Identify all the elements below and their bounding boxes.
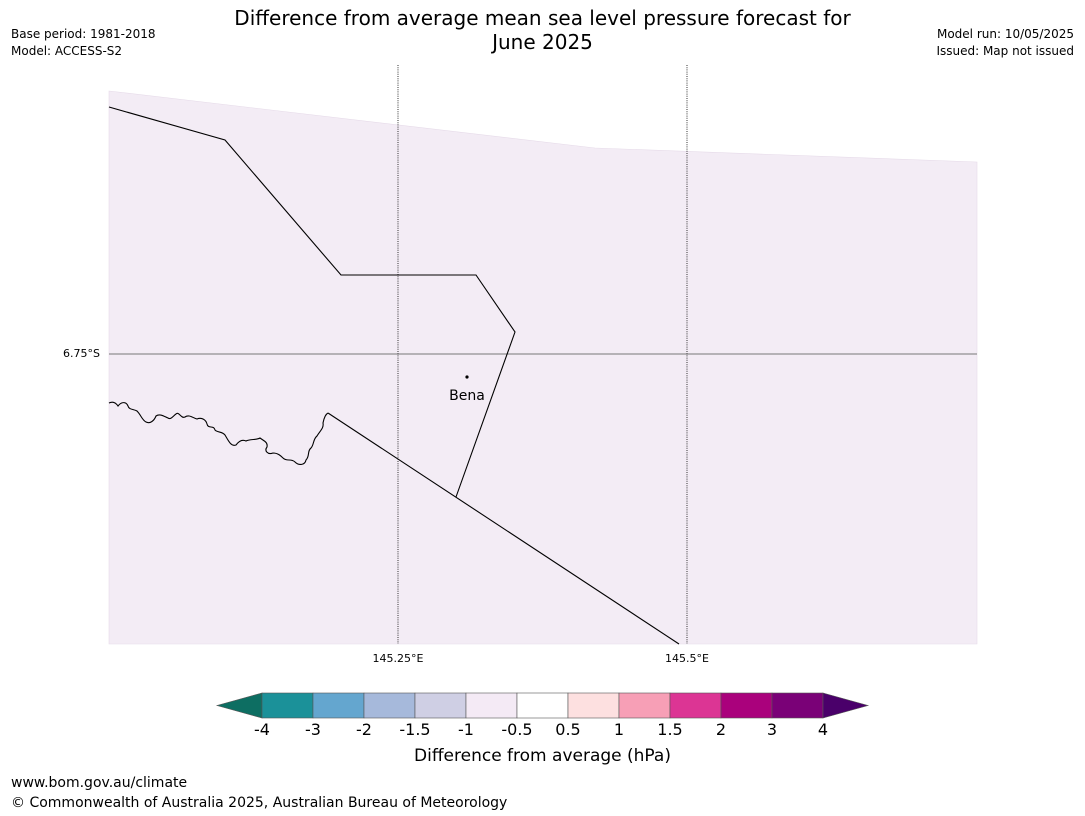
longitude-label: 145.25°E bbox=[372, 652, 424, 665]
colorbar-tick-label: 3 bbox=[766, 720, 778, 739]
province-boundary bbox=[327, 412, 680, 645]
town-label-bena: Bena bbox=[449, 388, 485, 404]
footer-copyright: © Commonwealth of Australia 2025, Austra… bbox=[11, 795, 508, 811]
colorbar-tick-label: 1 bbox=[613, 720, 625, 739]
colorbar-segment bbox=[618, 692, 671, 719]
colorbar-segment bbox=[567, 692, 620, 719]
colorbar-segment bbox=[720, 692, 773, 719]
colorbar-label: Difference from average (hPa) bbox=[414, 746, 671, 766]
colorbar-segment bbox=[363, 692, 416, 719]
colorbar-segment bbox=[465, 692, 518, 719]
colorbar-tick-label: 2 bbox=[715, 720, 727, 739]
colorbar-segment bbox=[669, 692, 722, 719]
longitude-label: 145.5°E bbox=[665, 652, 709, 665]
footer-url[interactable]: www.bom.gov.au/climate bbox=[11, 775, 188, 791]
map-title-line-2: June 2025 bbox=[492, 30, 593, 54]
colorbar-tick-label: -1 bbox=[458, 720, 474, 739]
colorbar bbox=[215, 692, 870, 719]
issued-text: Issued: Map not issued bbox=[936, 44, 1074, 58]
river-boundary bbox=[108, 401, 329, 465]
colorbar-tick-label: -4 bbox=[254, 720, 270, 739]
colorbar-tick-label: 1.5 bbox=[657, 720, 683, 739]
town-marker-bena bbox=[465, 375, 469, 379]
colorbar-segment bbox=[312, 692, 365, 719]
colorbar-tick-label: -3 bbox=[305, 720, 321, 739]
model-text: Model: ACCESS-S2 bbox=[11, 44, 123, 58]
colorbar-segment bbox=[771, 692, 824, 719]
colorbar-tick-label: -1.5 bbox=[399, 720, 431, 739]
colorbar-tick-label: 4 bbox=[817, 720, 829, 739]
latitude-label: 6.75°S bbox=[63, 347, 100, 360]
province-boundary bbox=[108, 106, 516, 498]
colorbar-segment bbox=[516, 692, 569, 719]
base-period-text: Base period: 1981-2018 bbox=[11, 27, 156, 41]
pressure-anomaly-fill bbox=[108, 90, 978, 645]
map-title-line-1: Difference from average mean sea level p… bbox=[234, 6, 851, 30]
colorbar-extend-high bbox=[822, 692, 870, 719]
colorbar-segment bbox=[414, 692, 467, 719]
model-run-text: Model run: 10/05/2025 bbox=[936, 27, 1074, 41]
colorbar-tick-label: -0.5 bbox=[501, 720, 533, 739]
colorbar-segment bbox=[261, 692, 314, 719]
colorbar-tick-label: -2 bbox=[356, 720, 372, 739]
colorbar-extend-low bbox=[215, 692, 263, 719]
colorbar-tick-label: 0.5 bbox=[555, 720, 581, 739]
